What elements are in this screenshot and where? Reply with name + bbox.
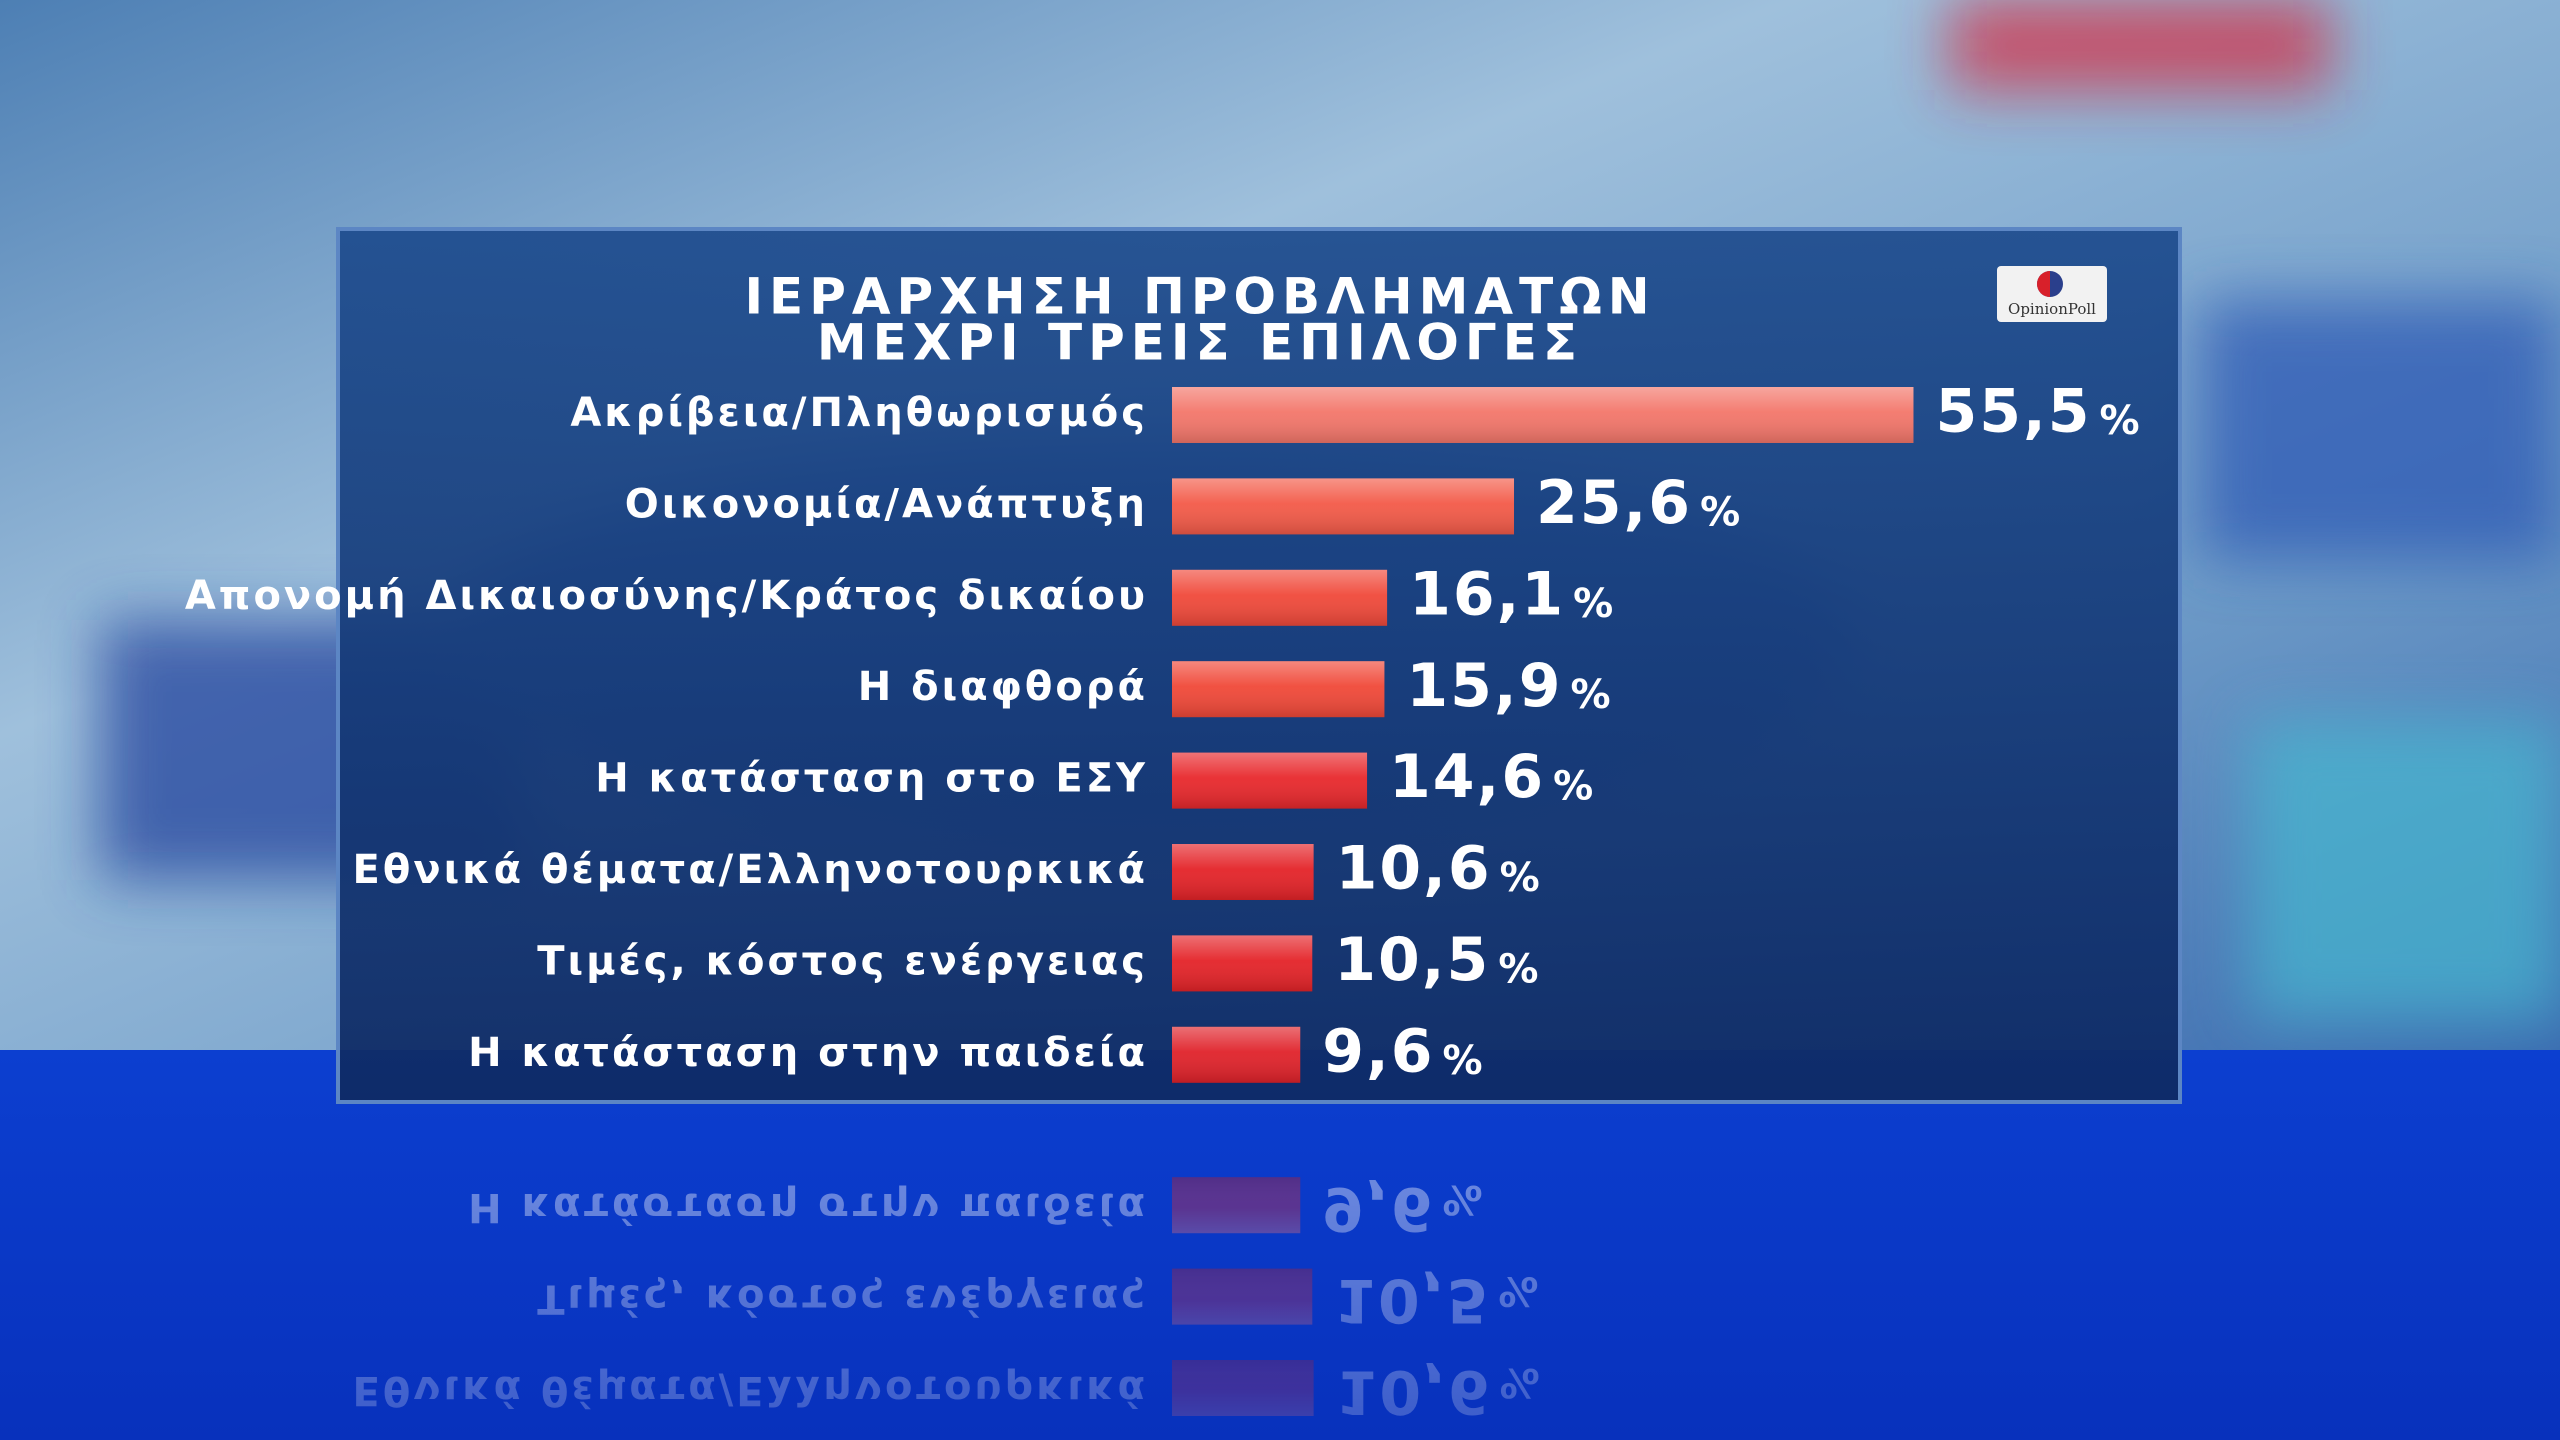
value-label: 25,6 <box>1536 468 1692 538</box>
value-suffix: % <box>1498 1268 1538 1314</box>
value-suffix: % <box>1500 855 1540 901</box>
value-suffix: % <box>1443 1176 1483 1222</box>
bar-shine <box>1172 1268 1313 1325</box>
bar-shine <box>1172 569 1388 626</box>
bar-shine <box>1172 935 1313 992</box>
value-label: 15,9 <box>1406 651 1562 721</box>
category-label: Εθνικά θέματα/Ελληνοτουρκικά <box>353 847 1148 893</box>
value-label: 10,6 <box>1336 834 1492 904</box>
chart-subtitle: ΜΕΧΡΙ ΤΡΕΙΣ ΕΠΙΛΟΓΕΣ <box>817 314 1583 372</box>
value-suffix: % <box>1500 1359 1540 1405</box>
value-label: 16,1 <box>1409 559 1565 629</box>
category-label: Ακρίβεια/Πληθωρισμός <box>570 390 1148 436</box>
category-label: Η κατάσταση στην παιδεία <box>468 1030 1148 1076</box>
value-label: 10,5 <box>1334 1265 1490 1335</box>
bar-shine <box>1172 752 1368 809</box>
category-label: Εθνικά θέματα/Ελληνοτουρκικά <box>353 1367 1148 1413</box>
value-suffix: % <box>1570 672 1610 718</box>
value-suffix: % <box>1443 1038 1483 1084</box>
value-label: 55,5 <box>1935 377 2091 447</box>
category-label: Οικονομία/Ανάπτυξη <box>625 481 1148 527</box>
value-label: 10,6 <box>1336 1356 1492 1426</box>
value-suffix: % <box>1573 581 1613 627</box>
reflection-rows: Εθνικά θέματα/Ελληνοτουρκικά 10,6 % Τιμές, … <box>353 1174 1540 1427</box>
value-suffix: % <box>1553 764 1593 810</box>
value-label: 10,5 <box>1334 925 1490 995</box>
bar-shine <box>1172 844 1314 900</box>
value-suffix: % <box>2100 398 2140 444</box>
logo-text: OpinionPoll <box>2008 300 2096 318</box>
value-label: 9,6 <box>1322 1174 1434 1244</box>
value-suffix: % <box>1498 946 1538 992</box>
category-label: Η κατάσταση στο ΕΣΥ <box>595 756 1148 802</box>
value-suffix: % <box>1700 489 1740 535</box>
chart-title: ΙΕΡΑΡΧΗΣΗ ΠΡΟΒΛΗΜΑΤΩΝ <box>744 268 1655 326</box>
value-label: 14,6 <box>1389 742 1545 812</box>
category-label: Τιμές, κόστος ενέργειας <box>537 1276 1148 1322</box>
bar-shine <box>1172 1177 1301 1234</box>
logo: OpinionPoll <box>1997 266 2107 322</box>
bar-shine <box>1172 1360 1314 1416</box>
bar-shine <box>1172 387 1914 443</box>
reflection: Εθνικά θέματα/Ελληνοτουρκικά 10,6 % Τιμές, … <box>353 1174 1540 1427</box>
bar-shine <box>1172 661 1385 718</box>
bar-shine <box>1172 1026 1301 1083</box>
bar-shine <box>1172 478 1515 535</box>
category-label: Η διαφθορά <box>858 664 1148 710</box>
category-label: Απονομή Δικαιοσύνης/Κράτος δικαίου <box>185 573 1148 619</box>
category-label: Τιμές, κόστος ενέργειας <box>537 938 1148 984</box>
value-label: 9,6 <box>1322 1016 1434 1086</box>
bars: Ακρίβεια/Πληθωρισμός 55,5 % Οικονομία/Ανάπτ… <box>185 377 2140 1087</box>
category-label: Η κατάσταση στην παιδεία <box>468 1184 1148 1230</box>
